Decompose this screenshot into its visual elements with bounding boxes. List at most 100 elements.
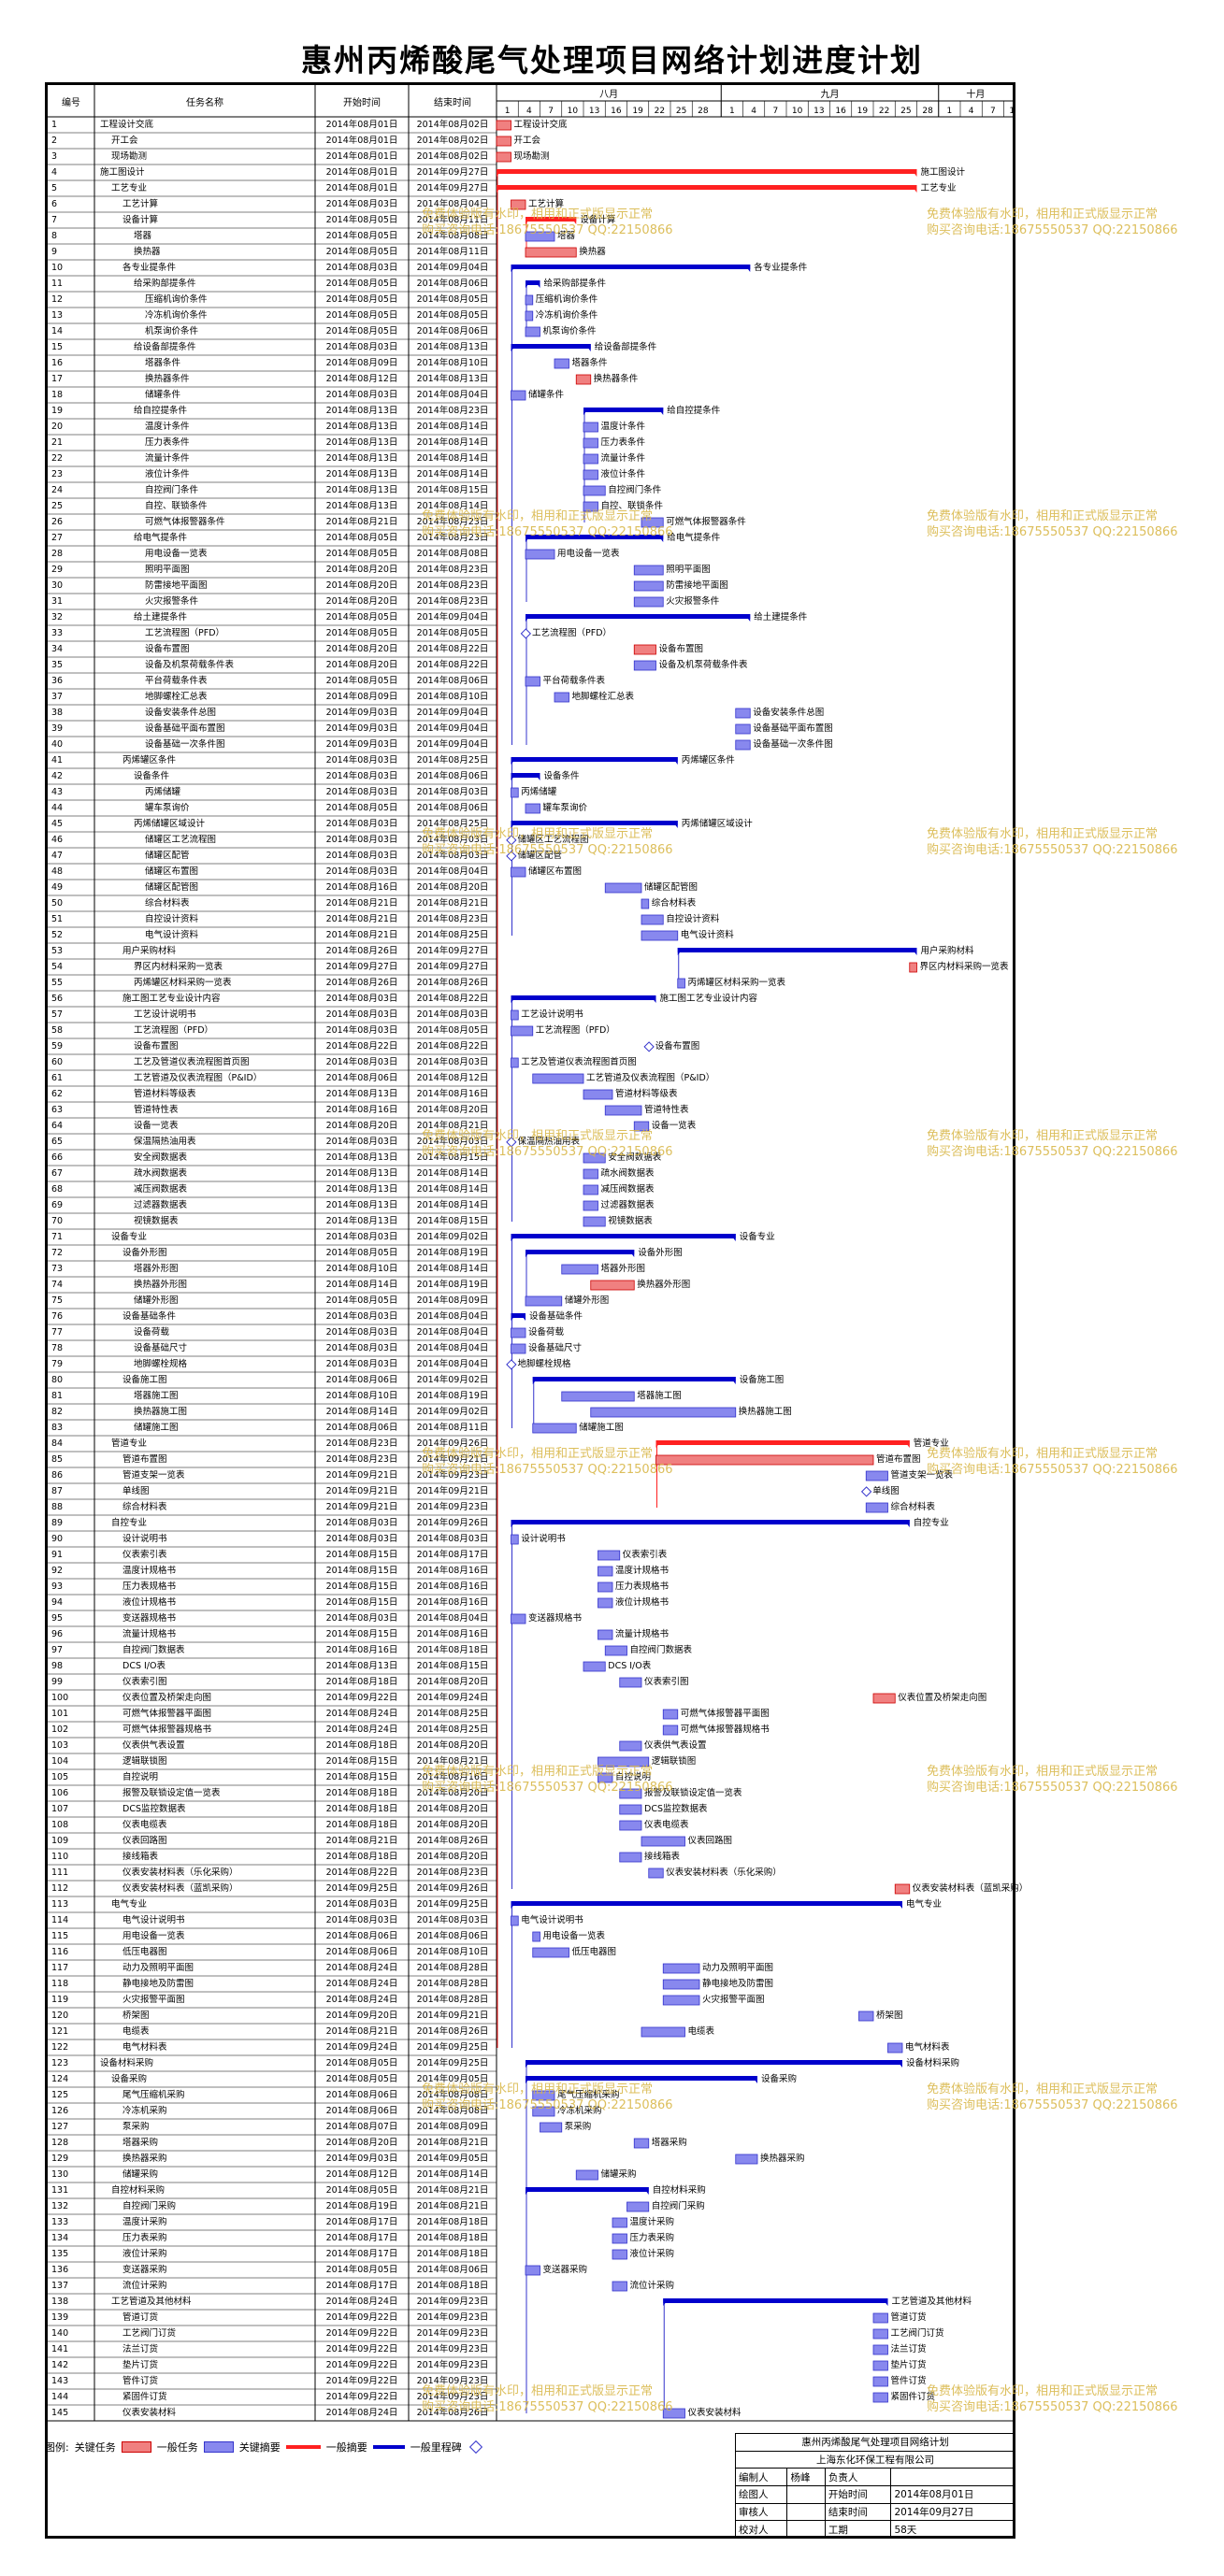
table-row[interactable]: 7 设备计算 2014年08月05日 2014年08月11日 <box>48 212 497 228</box>
task-bar[interactable] <box>532 1931 540 1942</box>
task-bar[interactable] <box>858 2011 874 2022</box>
table-row[interactable]: 68 减压阀数据表 2014年08月13日 2014年08月14日 <box>48 1181 497 1197</box>
table-row[interactable]: 93 压力表规格书 2014年08月15日 2014年08月16日 <box>48 1579 497 1595</box>
table-row[interactable]: 19 给自控提条件 2014年08月13日 2014年08月23日 <box>48 403 497 419</box>
milestone-diamond[interactable] <box>506 835 517 846</box>
critical-task-bar[interactable] <box>909 962 917 973</box>
task-bar[interactable] <box>554 358 569 369</box>
table-row[interactable]: 102 可燃气体报警器规格书 2014年08月24日 2014年08月25日 <box>48 1722 497 1738</box>
table-row[interactable]: 27 给电气提条件 2014年08月05日 2014年08月23日 <box>48 530 497 546</box>
task-bar[interactable] <box>583 1184 598 1195</box>
table-row[interactable]: 20 温度计条件 2014年08月13日 2014年08月14日 <box>48 419 497 435</box>
table-row[interactable]: 61 工艺管道及仪表流程图（P&ID） 2014年08月06日 2014年08月12日 <box>48 1070 497 1086</box>
table-row[interactable]: 46 储罐区工艺流程图 2014年08月03日 2014年08月03日 <box>48 832 497 848</box>
task-bar[interactable] <box>662 1979 700 1990</box>
summary-bar[interactable] <box>663 2298 888 2303</box>
task-bar[interactable] <box>619 1740 642 1752</box>
table-row[interactable]: 112 仪表安装材料表（蓝凯采购） 2014年09月25日 2014年09月26日 <box>48 1881 497 1896</box>
table-row[interactable]: 42 设备条件 2014年08月03日 2014年08月06日 <box>48 768 497 784</box>
task-bar[interactable] <box>887 2042 903 2054</box>
task-bar[interactable] <box>598 1581 613 1593</box>
table-row[interactable]: 31 火灾报警条件 2014年08月20日 2014年08月23日 <box>48 594 497 609</box>
task-bar[interactable] <box>612 2281 627 2292</box>
task-bar[interactable] <box>532 1423 577 1434</box>
milestone-diamond[interactable] <box>506 1359 517 1370</box>
task-bar[interactable] <box>525 2265 540 2276</box>
table-row[interactable]: 79 地脚螺栓规格 2014年08月03日 2014年08月04日 <box>48 1356 497 1372</box>
critical-task-bar[interactable] <box>496 151 511 163</box>
summary-bar[interactable] <box>511 821 678 825</box>
table-row[interactable]: 108 仪表电缆表 2014年08月18日 2014年08月20日 <box>48 1817 497 1833</box>
task-bar[interactable] <box>872 2344 888 2355</box>
summary-bar[interactable] <box>526 2076 757 2081</box>
summary-bar[interactable] <box>511 773 540 778</box>
table-row[interactable]: 110 接线箱表 2014年08月18日 2014年08月20日 <box>48 1849 497 1865</box>
task-bar[interactable] <box>511 1915 519 1926</box>
table-row[interactable]: 72 设备外形图 2014年08月05日 2014年08月19日 <box>48 1245 497 1261</box>
task-bar[interactable] <box>619 1804 642 1815</box>
task-bar[interactable] <box>583 437 598 449</box>
task-bar[interactable] <box>662 1963 700 1974</box>
table-row[interactable]: 90 设计说明书 2014年08月03日 2014年08月03日 <box>48 1531 497 1547</box>
table-row[interactable]: 59 设备布置图 2014年08月22日 2014年08月22日 <box>48 1038 497 1054</box>
task-bar[interactable] <box>662 1724 679 1736</box>
table-row[interactable]: 32 给土建提条件 2014年08月05日 2014年09月04日 <box>48 609 497 625</box>
table-row[interactable]: 63 管道特性表 2014年08月16日 2014年08月20日 <box>48 1102 497 1118</box>
task-bar[interactable] <box>619 1788 642 1799</box>
table-row[interactable]: 137 流位计采购 2014年08月17日 2014年08月18日 <box>48 2278 497 2294</box>
task-bar[interactable] <box>619 1677 642 1688</box>
table-row[interactable]: 71 设备专业 2014年08月03日 2014年09月02日 <box>48 1229 497 1245</box>
task-bar[interactable] <box>583 1200 598 1211</box>
table-row[interactable]: 21 压力表条件 2014年08月13日 2014年08月14日 <box>48 435 497 451</box>
table-row[interactable]: 87 单线图 2014年09月21日 2014年09月21日 <box>48 1483 497 1499</box>
task-bar[interactable] <box>633 596 664 608</box>
summary-bar[interactable] <box>526 280 540 285</box>
summary-bar[interactable] <box>526 217 577 222</box>
table-row[interactable]: 35 设备及机泵荷载条件表 2014年08月20日 2014年08月22日 <box>48 657 497 673</box>
task-bar[interactable] <box>598 1550 621 1561</box>
table-row[interactable]: 121 电缆表 2014年08月21日 2014年08月26日 <box>48 2024 497 2039</box>
task-bar[interactable] <box>511 866 526 878</box>
milestone-diamond[interactable] <box>643 1041 655 1052</box>
milestone-diamond[interactable] <box>860 1486 872 1497</box>
task-bar[interactable] <box>612 2249 627 2260</box>
task-bar[interactable] <box>612 2233 627 2244</box>
task-bar[interactable] <box>532 1947 569 1958</box>
summary-bar[interactable] <box>497 185 917 190</box>
task-bar[interactable] <box>641 914 664 925</box>
table-row[interactable]: 77 设备荷载 2014年08月03日 2014年08月04日 <box>48 1324 497 1340</box>
task-bar[interactable] <box>532 1073 584 1084</box>
task-bar[interactable] <box>598 1566 613 1577</box>
critical-task-bar[interactable] <box>655 1454 874 1466</box>
summary-bar[interactable] <box>511 265 751 269</box>
task-bar[interactable] <box>532 2090 555 2101</box>
task-bar[interactable] <box>626 2201 650 2212</box>
table-row[interactable]: 11 给采购部提条件 2014年08月05日 2014年08月06日 <box>48 276 497 292</box>
table-row[interactable]: 44 罐车泵询价 2014年08月05日 2014年08月06日 <box>48 800 497 816</box>
summary-bar[interactable] <box>526 535 664 539</box>
table-row[interactable]: 136 变送器采购 2014年08月05日 2014年08月06日 <box>48 2262 497 2278</box>
task-bar[interactable] <box>641 930 679 941</box>
table-row[interactable]: 107 DCS监控数据表 2014年08月18日 2014年08月20日 <box>48 1801 497 1817</box>
table-row[interactable]: 114 电气设计说明书 2014年08月03日 2014年08月03日 <box>48 1912 497 1928</box>
table-row[interactable]: 105 自控说明 2014年08月15日 2014年08月16日 <box>48 1769 497 1785</box>
table-row[interactable]: 96 流量计规格书 2014年08月15日 2014年08月16日 <box>48 1626 497 1642</box>
table-row[interactable]: 66 安全阀数据表 2014年08月13日 2014年08月15日 <box>48 1150 497 1166</box>
task-bar[interactable] <box>511 1613 526 1624</box>
critical-task-bar[interactable] <box>511 199 526 210</box>
summary-bar[interactable] <box>677 948 917 952</box>
task-bar[interactable] <box>511 1057 519 1068</box>
critical-task-bar[interactable] <box>496 136 511 147</box>
task-bar[interactable] <box>633 660 656 671</box>
table-row[interactable]: 98 DCS I/O表 2014年08月13日 2014年08月15日 <box>48 1658 497 1674</box>
task-bar[interactable] <box>583 1216 606 1227</box>
table-row[interactable]: 131 自控材料采购 2014年08月05日 2014年08月21日 <box>48 2182 497 2198</box>
table-row[interactable]: 33 工艺流程图（PFD） 2014年08月05日 2014年08月05日 <box>48 625 497 641</box>
summary-bar[interactable] <box>511 1313 526 1318</box>
table-row[interactable]: 2 开工会 2014年08月01日 2014年08月02日 <box>48 133 497 149</box>
table-row[interactable]: 10 各专业提条件 2014年08月03日 2014年09月04日 <box>48 260 497 276</box>
table-row[interactable]: 127 泵采购 2014年08月07日 2014年08月09日 <box>48 2119 497 2135</box>
table-row[interactable]: 25 自控、联锁条件 2014年08月13日 2014年08月14日 <box>48 498 497 514</box>
milestone-diamond[interactable] <box>506 851 517 862</box>
milestone-diamond[interactable] <box>520 628 532 639</box>
